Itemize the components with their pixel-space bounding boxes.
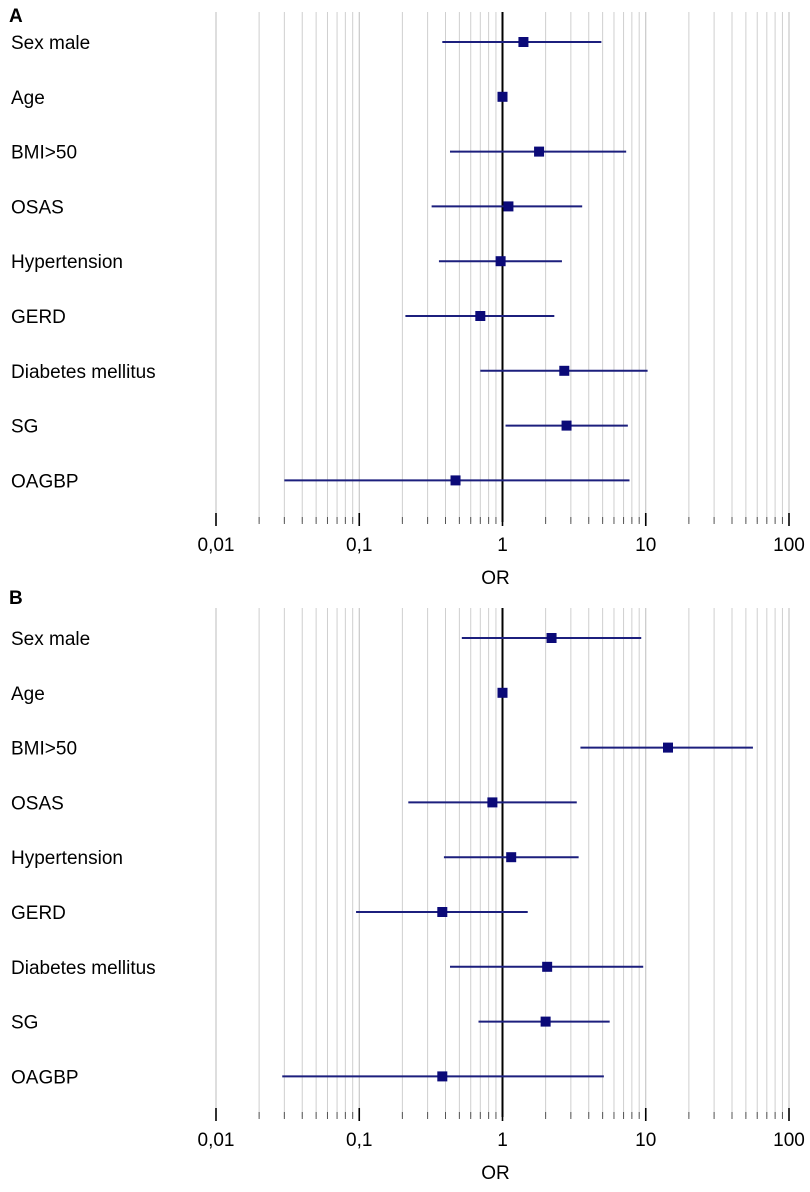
odds-ratio-marker	[534, 146, 545, 157]
row-label: OSAS	[11, 793, 64, 814]
panel-letter-b: B	[9, 588, 23, 609]
row-label: Diabetes mellitus	[11, 362, 156, 383]
row-label: Age	[11, 684, 45, 705]
row-label: OAGBP	[11, 1067, 79, 1088]
panel-letter-a: A	[9, 6, 23, 27]
x-tick-label: 10	[635, 1130, 656, 1151]
x-tick-label: 1	[497, 1130, 508, 1151]
row-label: Hypertension	[11, 848, 123, 869]
row-label: GERD	[11, 903, 66, 924]
odds-ratio-marker	[542, 961, 553, 972]
x-axis-title: OR	[481, 1163, 510, 1184]
row-label: OAGBP	[11, 471, 79, 492]
odds-ratio-marker	[437, 907, 448, 917]
odds-ratio-marker	[487, 797, 498, 808]
x-tick-label: 0,01	[198, 1130, 235, 1151]
row-label: Hypertension	[11, 252, 123, 273]
row-label: SG	[11, 417, 38, 438]
row-label: Sex male	[11, 33, 90, 54]
x-tick-label: 10	[635, 535, 656, 556]
odds-ratio-marker	[503, 201, 514, 212]
row-label: SG	[11, 1013, 38, 1034]
odds-ratio-marker	[518, 37, 529, 47]
row-label: BMI>50	[11, 143, 77, 164]
odds-ratio-marker	[475, 311, 486, 321]
x-tick-label: 1	[497, 535, 508, 556]
odds-ratio-marker	[663, 742, 674, 753]
x-tick-label: 0,1	[346, 1130, 372, 1151]
row-label: Sex male	[11, 629, 90, 650]
row-label: Diabetes mellitus	[11, 958, 156, 979]
odds-ratio-marker	[497, 91, 508, 102]
odds-ratio-marker	[506, 852, 517, 863]
x-tick-label: 100	[773, 535, 805, 556]
row-label: Age	[11, 88, 45, 109]
x-tick-label: 0,01	[198, 535, 235, 556]
odds-ratio-marker	[546, 633, 557, 643]
odds-ratio-marker	[559, 365, 570, 376]
row-label: GERD	[11, 307, 66, 328]
odds-ratio-marker	[495, 256, 506, 267]
odds-ratio-marker	[437, 1071, 448, 1082]
row-label: OSAS	[11, 197, 64, 218]
x-tick-label: 0,1	[346, 535, 372, 556]
x-axis-title: OR	[481, 568, 510, 589]
x-tick-label: 100	[773, 1130, 805, 1151]
odds-ratio-marker	[497, 687, 508, 698]
odds-ratio-marker	[561, 420, 572, 431]
row-label: BMI>50	[11, 739, 77, 760]
odds-ratio-marker	[450, 475, 461, 486]
odds-ratio-marker	[540, 1016, 551, 1027]
